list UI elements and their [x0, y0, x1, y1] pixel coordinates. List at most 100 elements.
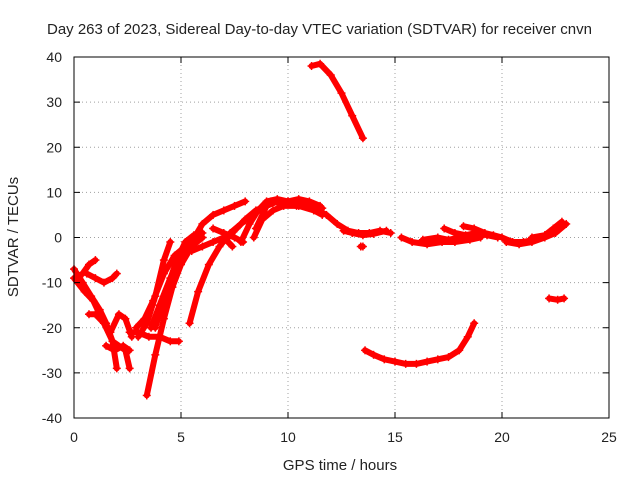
data-point	[397, 233, 406, 242]
data-point	[498, 233, 506, 242]
data-point	[279, 199, 288, 208]
data-point	[401, 359, 410, 368]
y-tick-label: -30	[42, 365, 62, 381]
data-point	[230, 201, 239, 210]
y-tick-label: 40	[46, 49, 62, 65]
y-tick-label: 20	[46, 139, 62, 155]
data-point	[358, 231, 367, 240]
data-point	[151, 323, 160, 332]
data-point	[408, 238, 417, 247]
axis-ticks	[73, 56, 610, 419]
y-axis-label: SDTVAR / TECUs	[5, 177, 22, 297]
data-point	[489, 231, 498, 240]
data-point	[249, 233, 258, 242]
data-point	[112, 364, 121, 373]
data-point	[232, 224, 241, 233]
data-point	[560, 294, 569, 303]
data-point	[391, 357, 399, 366]
data-point	[82, 269, 91, 278]
data-point	[294, 195, 303, 204]
data-point	[112, 269, 121, 278]
data-point	[121, 314, 130, 323]
data-point	[348, 228, 357, 237]
data-point	[470, 319, 479, 328]
data-point	[361, 346, 370, 355]
data-point	[444, 235, 453, 244]
data-point	[119, 341, 128, 350]
data-point	[540, 231, 549, 240]
data-point	[91, 256, 100, 265]
data-point	[470, 224, 479, 233]
data-point	[99, 319, 108, 328]
series-arc-30	[308, 60, 366, 142]
data-point	[433, 233, 442, 242]
data-point	[132, 323, 141, 332]
data-point	[228, 242, 237, 251]
data-point	[106, 328, 115, 337]
y-tick-label: -40	[42, 410, 62, 426]
data-point	[527, 233, 536, 242]
y-tick-label: -10	[42, 275, 62, 291]
data-point	[187, 247, 196, 256]
data-point	[333, 219, 342, 228]
data-point	[480, 228, 489, 237]
data-point	[545, 294, 554, 303]
data-point	[339, 226, 348, 235]
data-point	[245, 219, 254, 228]
data-point	[142, 391, 151, 400]
data-point	[369, 350, 378, 359]
data-point	[99, 278, 108, 287]
data-point	[166, 337, 175, 346]
data-point	[418, 235, 427, 244]
x-tick-label: 0	[70, 429, 78, 445]
data-point	[215, 242, 224, 251]
data-point	[187, 238, 196, 247]
data-point	[241, 197, 250, 206]
data-point	[382, 226, 391, 235]
data-point	[292, 201, 301, 210]
data-point	[348, 111, 357, 120]
x-tick-label: 25	[601, 429, 617, 445]
data-point	[502, 238, 511, 247]
data-point	[326, 71, 335, 80]
data-point	[159, 314, 168, 323]
chart-title: Day 263 of 2023, Sidereal Day-to-day VTE…	[47, 21, 592, 38]
data-point	[108, 274, 117, 283]
data-point	[313, 206, 322, 215]
data-point	[337, 89, 346, 98]
data-point	[307, 62, 316, 71]
data-point	[114, 310, 123, 319]
data-point	[91, 274, 100, 283]
data-point	[269, 206, 278, 215]
x-tick-label: 20	[494, 429, 510, 445]
x-axis-label: GPS time / hours	[283, 457, 397, 474]
series-arc-3	[73, 257, 99, 282]
data-point	[159, 256, 168, 265]
data-point	[84, 260, 93, 269]
data-point	[144, 332, 153, 341]
data-point	[262, 201, 271, 210]
series-arc-29	[529, 218, 565, 241]
data-point	[102, 341, 111, 350]
data-point	[194, 287, 203, 296]
data-point	[461, 231, 470, 240]
data-point	[412, 359, 421, 368]
data-point	[151, 292, 160, 301]
y-tick-label: 10	[46, 184, 62, 200]
y-tick-label: 30	[46, 94, 62, 110]
y-tick-label: 0	[54, 230, 62, 246]
data-point	[236, 238, 245, 247]
data-point	[423, 357, 432, 366]
data-point	[463, 332, 472, 341]
data-point	[198, 219, 207, 228]
data-point	[553, 295, 562, 304]
data-point	[455, 346, 464, 355]
series-arc-6	[103, 342, 133, 354]
data-point	[380, 355, 389, 364]
data-point	[125, 328, 134, 337]
data-point	[204, 260, 213, 269]
x-tick-label: 10	[280, 429, 296, 445]
data-point	[185, 319, 194, 328]
data-point	[151, 350, 160, 359]
series-arc-31	[362, 320, 478, 367]
